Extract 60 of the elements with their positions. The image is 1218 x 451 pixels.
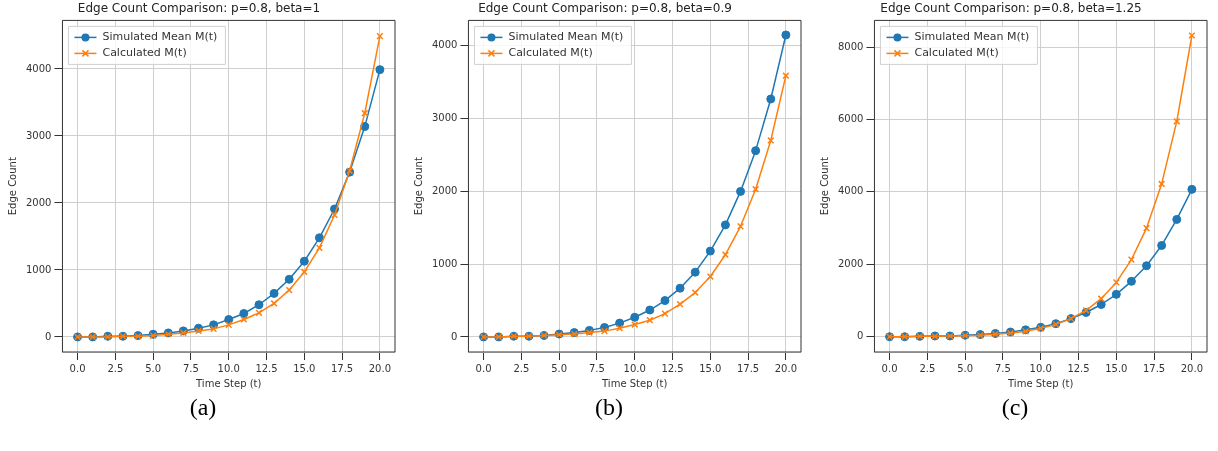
y-tick-label: 4000 xyxy=(26,62,52,74)
text: (c) xyxy=(1001,394,1029,421)
y-axis-title: Edge Count xyxy=(818,157,830,216)
x-tick-label: 5.0 xyxy=(145,362,162,374)
y-axis-title: Edge Count xyxy=(412,157,424,216)
x-tick-label: 0.0 xyxy=(69,362,86,374)
x-axis-title: Time Step (t) xyxy=(1007,377,1074,389)
legend-label: Calculated M(t) xyxy=(914,46,999,60)
y-tick-label: 8000 xyxy=(838,40,864,52)
x-tick-label: 0.0 xyxy=(881,362,898,374)
x-tick-label: 20.0 xyxy=(1180,362,1204,374)
y-tick-label: 4000 xyxy=(432,39,458,51)
x-tick-label: 5.0 xyxy=(551,362,568,374)
y-axis-title: Edge Count xyxy=(6,157,18,216)
y-tick-label: 0 xyxy=(451,330,458,342)
legend-label: Calculated M(t) xyxy=(508,46,593,60)
text: (b) xyxy=(595,394,623,421)
x-tick-label: 0.0 xyxy=(475,362,492,374)
y-tick-label: 2000 xyxy=(26,196,52,208)
legend-label: Calculated M(t) xyxy=(102,46,187,60)
x-tick-label: 10.0 xyxy=(217,362,240,374)
y-tick-label: 1000 xyxy=(26,263,52,275)
x-tick-label: 20.0 xyxy=(368,362,392,374)
x-tick-label: 2.5 xyxy=(513,362,530,374)
x-tick-label: 15.0 xyxy=(1105,362,1128,374)
text: (a) xyxy=(189,394,217,421)
x-tick-label: 5.0 xyxy=(957,362,974,374)
y-tick-label: 2000 xyxy=(432,185,458,196)
x-axis-title: Time Step (t) xyxy=(195,377,262,389)
chart-title: Edge Count Comparison: p=0.8, beta=1 xyxy=(77,1,321,16)
x-tick-label: 7.5 xyxy=(588,362,605,374)
legend-label: Simulated Mean M(t) xyxy=(508,30,624,44)
y-tick-label: 0 xyxy=(857,330,864,342)
legend-label: Simulated Mean M(t) xyxy=(914,30,1030,44)
x-tick-label: 12.5 xyxy=(255,362,278,374)
y-tick-label: 0 xyxy=(45,330,52,342)
x-axis-title: Time Step (t) xyxy=(601,377,668,389)
y-tick-label: 1000 xyxy=(432,257,458,269)
x-tick-label: 7.5 xyxy=(182,362,199,374)
x-tick-label: 12.5 xyxy=(661,362,684,374)
x-tick-label: 17.5 xyxy=(736,362,760,374)
x-tick-label: 17.5 xyxy=(330,362,354,374)
x-tick-label: 2.5 xyxy=(919,362,936,374)
x-tick-label: 17.5 xyxy=(1142,362,1166,374)
legend-label: Simulated Mean M(t) xyxy=(102,30,218,44)
y-tick-label: 3000 xyxy=(26,129,52,141)
x-tick-label: 10.0 xyxy=(623,362,646,374)
x-tick-label: 2.5 xyxy=(107,362,124,374)
x-tick-label: 10.0 xyxy=(1029,362,1052,374)
y-tick-label: 3000 xyxy=(432,112,458,124)
y-tick-label: 6000 xyxy=(838,113,864,125)
x-tick-label: 7.5 xyxy=(994,362,1011,374)
chart-title: Edge Count Comparison: p=0.8, beta=1.25 xyxy=(880,1,1142,16)
x-tick-label: 15.0 xyxy=(293,362,316,374)
x-tick-label: 15.0 xyxy=(699,362,722,374)
x-tick-label: 20.0 xyxy=(774,362,798,374)
y-tick-label: 4000 xyxy=(838,185,864,197)
x-tick-label: 12.5 xyxy=(1067,362,1090,374)
y-tick-label: 2000 xyxy=(838,257,864,269)
chart-title: Edge Count Comparison: p=0.8, beta=0.9 xyxy=(478,1,732,16)
